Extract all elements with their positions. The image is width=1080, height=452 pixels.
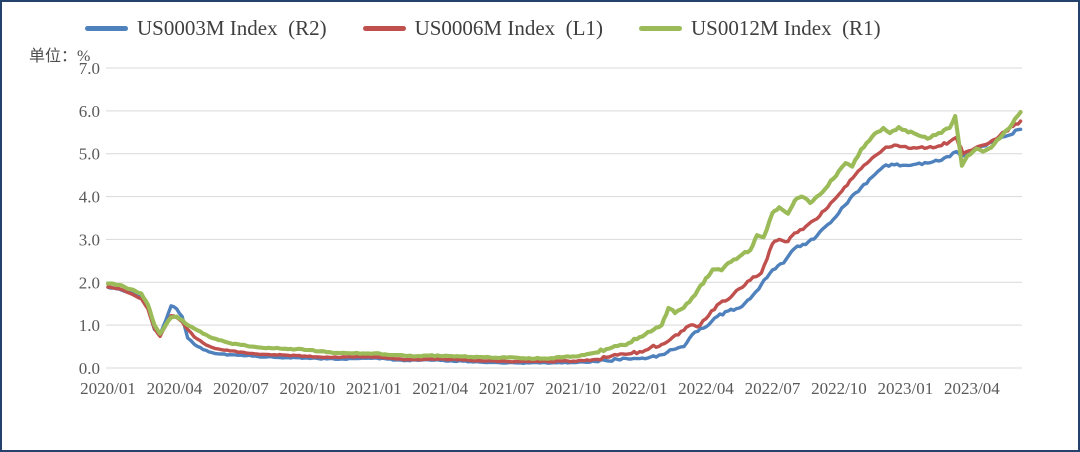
y-tick-label: 6.0 [79,102,100,121]
x-tick-label: 2022/10 [811,379,867,398]
legend-item-us0006m: US0006M Index (L1) [362,16,603,41]
x-tick-label: 2023/01 [878,379,934,398]
y-tick-label: 0.0 [79,359,100,378]
x-tick-label: 2021/01 [346,379,402,398]
x-tick-label: 2020/01 [80,379,136,398]
y-tick-label: 3.0 [79,230,100,249]
x-tick-label: 2021/10 [545,379,601,398]
y-tick-label: 5.0 [79,145,100,164]
x-tick-label: 2022/04 [678,379,734,398]
series-line-0 [106,127,1023,366]
y-axis-unit-label: 单位：% [29,48,91,65]
x-tick-label: 2020/07 [213,379,269,398]
legend-line-swatch-blue [85,26,128,31]
series-line-1 [106,119,1023,364]
legend-line-swatch-red [362,26,406,31]
x-tick-label: 2020/10 [279,379,335,398]
chart-legend: US0003M Index (R2) US0006M Index (L1) US… [85,16,881,41]
x-tick-label: 2022/01 [612,379,668,398]
series-line-2 [105,110,1023,361]
legend-line-swatch-green [638,26,682,31]
x-tick-label: 2023/04 [944,379,1000,398]
legend-item-us0012m: US0012M Index (R1) [638,16,881,41]
legend-label-us0012m: US0012M Index (R1) [690,16,881,40]
x-tick-label: 2020/04 [147,379,203,398]
legend-label-us0003m: US0003M Index (R2) [137,16,327,40]
x-tick-label: 2021/07 [479,379,535,398]
y-tick-label: 4.0 [79,188,100,207]
y-tick-label: 1.0 [79,316,100,335]
x-tick-label: 2022/07 [745,379,801,398]
x-tick-label: 2021/04 [412,379,468,398]
y-tick-label: 7.0 [79,59,100,78]
y-tick-label: 2.0 [79,273,100,292]
legend-item-us0003m: US0003M Index (R2) [85,16,327,41]
legend-label-us0006m: US0006M Index (L1) [414,16,603,40]
